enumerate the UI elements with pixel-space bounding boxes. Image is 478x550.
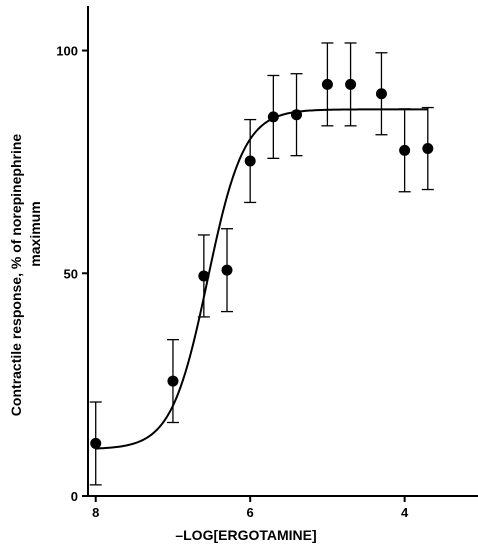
y-tick-label: 100 <box>56 44 78 59</box>
data-point <box>321 78 333 90</box>
data-point-group <box>290 73 303 157</box>
data-point-group <box>344 42 357 127</box>
y-axis-title: Contractile response, % of norepinephrin… <box>8 134 43 417</box>
data-point <box>345 78 357 90</box>
data-point <box>291 109 303 121</box>
data-point-group <box>244 118 257 204</box>
y-tick-label: 50 <box>64 266 78 281</box>
data-point-group <box>398 108 411 193</box>
y-axis-title-line1: Contractile response, % of norepinephrin… <box>8 134 24 417</box>
y-tick-label: 0 <box>71 489 78 504</box>
data-point <box>375 88 387 100</box>
data-point-group <box>197 234 210 318</box>
y-axis-title-line2: maximum <box>27 201 43 266</box>
data-point <box>244 155 256 167</box>
data-point-group <box>421 106 434 191</box>
x-tick-label: 8 <box>92 505 99 520</box>
data-point <box>198 270 210 282</box>
data-point-group <box>267 74 280 159</box>
x-axis-title: –LOG[ERGOTAMINE] <box>175 527 316 543</box>
x-tick-label: 4 <box>401 505 409 520</box>
data-point-group <box>221 228 234 313</box>
x-tick-label: 6 <box>247 505 254 520</box>
data-point-group <box>89 401 102 486</box>
fit-curve <box>95 108 428 450</box>
data-point <box>167 375 179 387</box>
data-point-group <box>166 338 179 424</box>
data-point <box>221 264 233 276</box>
data-point <box>90 437 102 449</box>
data-point <box>422 143 434 155</box>
data-point-group <box>375 52 388 136</box>
data-point <box>267 111 279 123</box>
data-point <box>399 144 411 156</box>
plot-area: 0 50 100 8 6 4 <box>56 6 478 520</box>
data-point-group <box>321 42 334 127</box>
